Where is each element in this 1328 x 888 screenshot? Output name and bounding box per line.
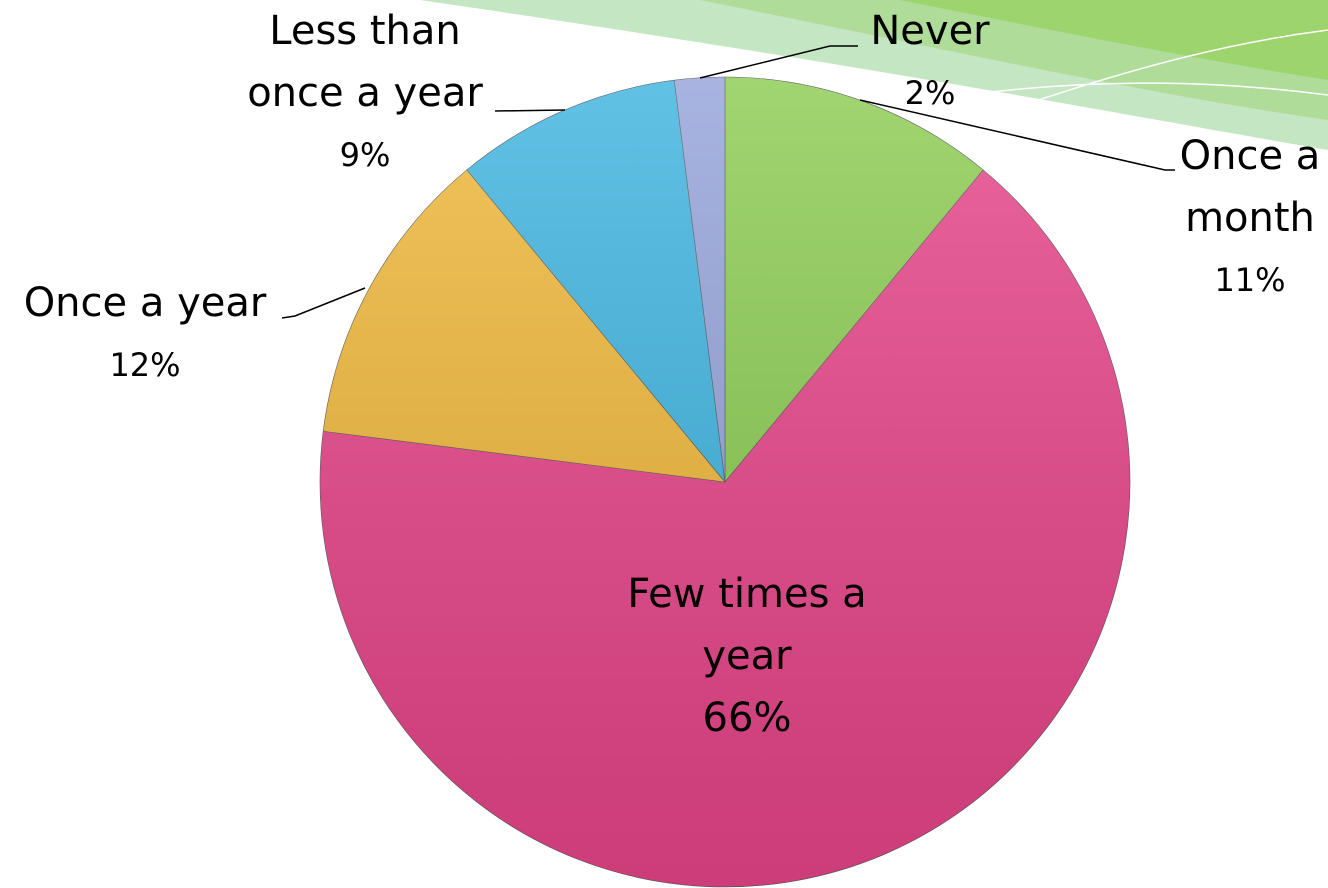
slices (319, 76, 1131, 888)
slice-label: Never 2% (870, 8, 990, 112)
slice-label: Once a month 11% (1179, 133, 1321, 299)
slice-label: Less than once a year 9% (247, 8, 483, 174)
slice-label: Few times a year 66% (627, 571, 867, 741)
leader-lines (281, 45, 1175, 319)
slice-label: Once a year 12% (23, 280, 267, 384)
decoration (420, 0, 1328, 150)
